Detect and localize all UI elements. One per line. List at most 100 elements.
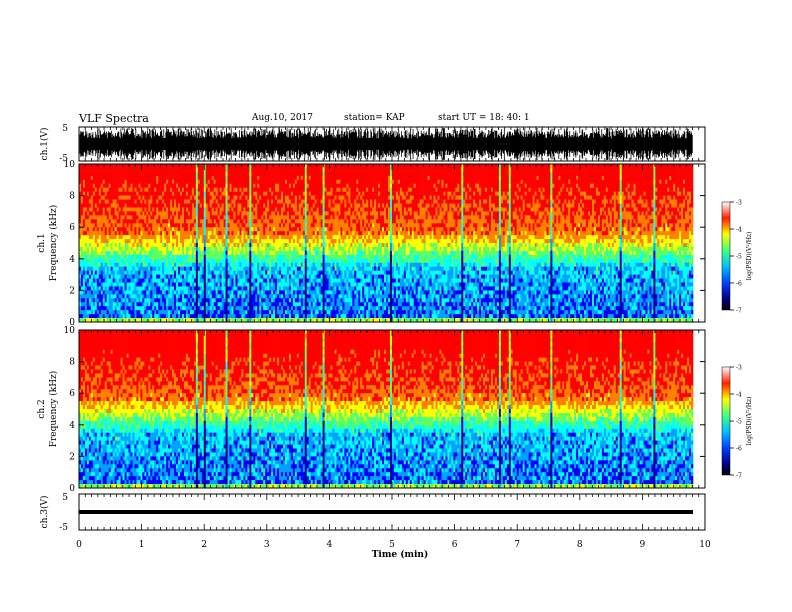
spectrogram-cell — [185, 187, 189, 192]
spectrogram-cell — [79, 270, 82, 275]
spectrogram-cell — [279, 250, 282, 256]
spectrogram-cell — [102, 278, 106, 283]
spectrogram-cell — [247, 171, 250, 177]
spectrogram-cell — [207, 199, 211, 204]
spectrogram-cell — [187, 183, 191, 188]
spectrogram-cell — [211, 239, 214, 244]
spectrogram-cell — [150, 199, 153, 204]
spectrogram-cell — [298, 302, 302, 307]
spectrogram-cell — [235, 207, 238, 212]
spectrogram-cell — [82, 302, 86, 307]
spectrogram-cell — [203, 223, 207, 228]
spectrogram-cell — [298, 179, 302, 185]
spectrogram-cell — [227, 286, 230, 291]
spectrogram-cell — [104, 227, 108, 232]
spectrogram-cell — [120, 282, 123, 287]
spectrogram-cell — [118, 227, 121, 232]
spectrogram-cell — [241, 207, 244, 212]
spectrogram-cell — [178, 302, 181, 307]
spectrogram-cell — [227, 191, 230, 196]
spectrogram-cell — [162, 199, 165, 204]
spectrogram-cell — [205, 175, 209, 181]
spectrogram-cell — [88, 302, 92, 307]
spectrogram-cell — [324, 207, 327, 212]
spectrogram-cell — [267, 183, 270, 188]
spectrogram-cell — [170, 207, 173, 212]
spectrogram-cell — [284, 183, 288, 188]
spectrogram-cell — [116, 199, 119, 204]
spectrogram-cell — [284, 235, 288, 240]
spectrogram-cell — [261, 235, 264, 240]
spectrogram-cell — [118, 282, 121, 287]
spectrogram-cell — [90, 258, 94, 264]
spectrogram-cell — [181, 243, 185, 248]
spectrogram-cell — [219, 199, 222, 204]
spectrogram-cell — [239, 314, 242, 319]
spectrogram-cell — [100, 266, 104, 271]
spectrogram-cell — [88, 243, 92, 248]
spectrogram-cell — [239, 227, 242, 232]
spectrogram-cell — [150, 211, 153, 216]
spectrogram-cell — [88, 171, 92, 177]
spectrogram-cell — [288, 211, 292, 216]
spectrogram-cell — [259, 298, 262, 303]
spectrogram-cell — [124, 310, 127, 315]
spectrogram-cell — [168, 239, 171, 244]
spectrogram-cell — [187, 227, 191, 232]
spectrogram-cell — [110, 179, 113, 185]
spectrogram-cell — [160, 302, 163, 307]
spectrogram-cell — [144, 254, 147, 260]
spectrogram-cell — [144, 191, 147, 196]
spectrogram-cell — [164, 215, 167, 220]
spectrogram-cell — [324, 223, 327, 228]
spectrogram-cell — [302, 302, 306, 307]
spectrogram-cell — [146, 254, 149, 260]
spectrogram-cell — [140, 243, 143, 248]
spectrogram-cell — [308, 231, 312, 236]
spectrogram-cell — [205, 306, 209, 311]
spectrogram-cell — [290, 203, 294, 208]
spectrogram-cell — [221, 266, 224, 271]
spectrogram-cell — [306, 250, 310, 256]
spectrogram-cell — [251, 203, 254, 208]
spectrogram-cell — [170, 306, 173, 311]
spectrogram-cell — [257, 227, 260, 232]
spectrogram-cell — [281, 203, 284, 208]
spectrogram-cell — [229, 274, 232, 279]
spectrogram-cell — [283, 164, 286, 169]
spectrogram-cell — [172, 219, 175, 224]
spectrogram-cell — [223, 183, 226, 188]
spectrogram-cell — [229, 318, 232, 323]
spectrogram-cell — [199, 314, 203, 319]
spectrogram-cell — [310, 298, 314, 303]
spectrogram-cell — [296, 286, 300, 291]
spectrogram-cell — [90, 270, 94, 275]
spectrogram-cell — [213, 211, 216, 216]
spectrogram-cell — [106, 219, 110, 224]
spectrogram-cell — [275, 215, 278, 220]
spectrogram-cell — [197, 290, 201, 295]
spectrogram-cell — [120, 294, 123, 299]
spectrogram-cell — [100, 231, 104, 236]
spectrogram-cell — [98, 171, 102, 177]
spectrogram-cell — [251, 302, 254, 307]
spectrogram-cell — [80, 314, 84, 319]
spectrogram-cell — [170, 199, 173, 204]
spectrogram-cell — [253, 183, 256, 188]
spectrogram-cell — [312, 258, 315, 264]
spectrogram-cell — [209, 171, 212, 177]
spectrogram-cell — [257, 258, 260, 264]
spectrogram-cell — [80, 179, 84, 185]
spectrogram-cell — [223, 302, 226, 307]
spectrogram-cell — [275, 302, 278, 307]
spectrogram-cell — [257, 298, 260, 303]
spectrogram-cell — [267, 231, 270, 236]
spectrogram-cell — [152, 203, 155, 208]
spectrogram-cell — [176, 262, 179, 267]
spectrogram-cell — [92, 219, 96, 224]
spectrogram-cell — [233, 246, 236, 252]
spectrogram-cell — [96, 258, 100, 264]
spectrogram-cell — [128, 258, 131, 264]
spectrogram-cell — [265, 243, 268, 248]
spectrogram-cell — [185, 167, 189, 173]
